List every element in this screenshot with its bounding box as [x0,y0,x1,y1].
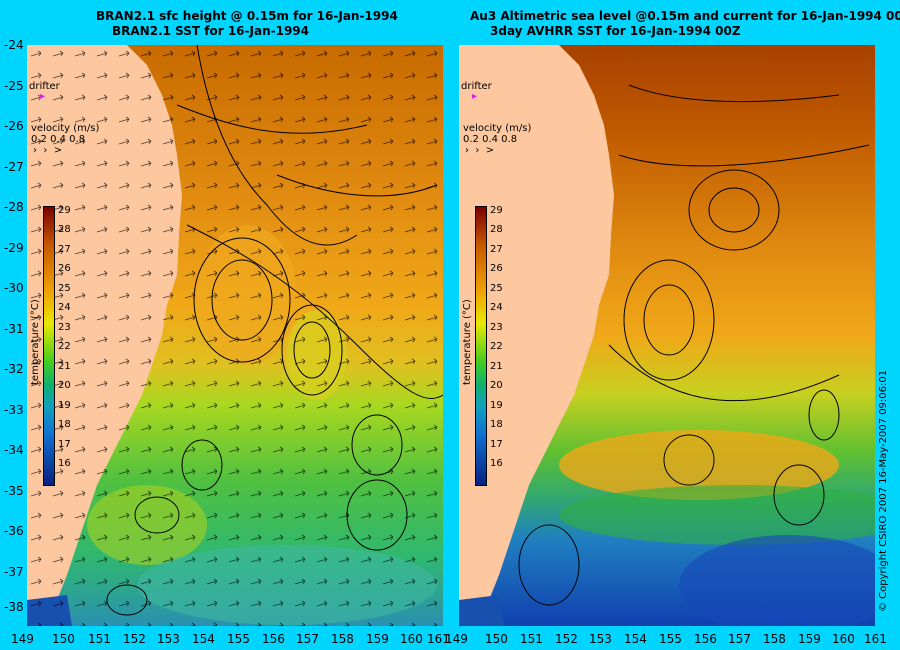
left-colorbar-tick: 25 [58,283,71,294]
left-velocity-legend-title: velocity (m/s) [31,123,100,134]
y-tick: -34 [4,443,24,457]
left-colorbar-tick: 26 [58,263,71,274]
x-tick: 157 [728,632,751,646]
y-tick: -35 [4,484,24,498]
x-tick: 161 [864,632,887,646]
left-colorbar-gradient [44,207,54,485]
y-tick: -24 [4,38,24,52]
y-tick: -25 [4,79,24,93]
left-colorbar-label: temperature (°C) [30,299,41,385]
x-tick: 161 [427,632,450,646]
left-title-line2: BRAN2.1 SST for 16-Jan-1994 [112,24,309,38]
x-tick: 151 [88,632,111,646]
right-velocity-legend-arrows-icon: › › > [465,145,495,156]
x-tick: 149 [11,632,34,646]
x-tick: 152 [555,632,578,646]
x-tick: 152 [123,632,146,646]
y-tick: -27 [4,160,24,174]
x-tick: 155 [227,632,250,646]
left-drifter-label: drifter [29,81,60,92]
left-colorbar-tick: 28 [58,224,71,235]
right-colorbar-tick: 17 [490,439,503,450]
right-drifter-label: drifter [461,81,492,92]
right-colorbar-label: temperature (°C) [462,299,473,385]
x-tick: 153 [589,632,612,646]
right-colorbar-tick: 16 [490,458,503,469]
left-colorbar-tick: 29 [58,205,71,216]
x-tick: 158 [331,632,354,646]
right-colorbar [475,206,487,486]
left-colorbar-tick: 23 [58,322,71,333]
x-tick: 157 [296,632,319,646]
x-tick: 158 [763,632,786,646]
left-velocity-legend-values: 0.2 0.4 0.8 [31,134,86,145]
x-tick: 156 [694,632,717,646]
left-sst-map [27,45,443,626]
x-tick: 153 [157,632,180,646]
right-colorbar-gradient [476,207,486,485]
y-tick: -32 [4,362,24,376]
right-title-line2: 3day AVHRR SST for 16-Jan-1994 00Z [490,24,741,38]
y-tick: -36 [4,524,24,538]
y-tick: -26 [4,119,24,133]
x-tick: 159 [366,632,389,646]
x-tick: 154 [192,632,215,646]
y-tick: -28 [4,200,24,214]
x-tick: 155 [659,632,682,646]
right-velocity-legend-values: 0.2 0.4 0.8 [463,134,518,145]
x-tick: 151 [520,632,543,646]
left-colorbar-tick: 27 [58,244,71,255]
y-tick: -33 [4,403,24,417]
left-colorbar-tick: 21 [58,361,71,372]
left-colorbar [43,206,55,486]
right-colorbar-tick: 18 [490,419,503,430]
y-tick: -30 [4,281,24,295]
y-tick: -37 [4,565,24,579]
right-map-panel [459,45,875,626]
left-colorbar-tick: 18 [58,419,71,430]
left-colorbar-tick: 16 [58,458,71,469]
x-tick: 159 [798,632,821,646]
x-tick: 160 [400,632,423,646]
x-tick: 150 [485,632,508,646]
right-colorbar-tick: 21 [490,361,503,372]
right-colorbar-tick: 25 [490,283,503,294]
right-colorbar-tick: 23 [490,322,503,333]
right-sst-map [459,45,875,626]
left-colorbar-tick: 19 [58,400,71,411]
left-drifter-marker-icon: ▸ [40,91,46,102]
right-colorbar-tick: 27 [490,244,503,255]
left-velocity-legend-arrows-icon: › › > [33,145,63,156]
x-tick: 154 [624,632,647,646]
right-colorbar-tick: 26 [490,263,503,274]
x-tick: 160 [832,632,855,646]
right-colorbar-tick: 20 [490,380,503,391]
right-colorbar-tick: 24 [490,302,503,313]
left-colorbar-tick: 24 [58,302,71,313]
y-tick: -31 [4,322,24,336]
right-colorbar-tick: 19 [490,400,503,411]
left-title-line1: BRAN2.1 sfc height @ 0.15m for 16-Jan-19… [96,9,398,23]
right-colorbar-tick: 28 [490,224,503,235]
x-tick: 156 [262,632,285,646]
left-colorbar-tick: 20 [58,380,71,391]
right-drifter-marker-icon: ▸ [472,91,478,102]
copyright-notice: © Copyright CSIRO 2007 16-May-2007 09:06… [878,369,889,612]
left-colorbar-tick: 17 [58,439,71,450]
x-tick: 149 [445,632,468,646]
right-velocity-legend-title: velocity (m/s) [463,123,532,134]
left-map-panel [27,45,443,626]
right-title-line1: Au3 Altimetric sea level @0.15m and curr… [470,9,900,23]
y-tick: -29 [4,241,24,255]
x-tick: 150 [52,632,75,646]
right-colorbar-tick: 29 [490,205,503,216]
y-tick: -38 [4,600,24,614]
left-colorbar-tick: 22 [58,341,71,352]
right-colorbar-tick: 22 [490,341,503,352]
